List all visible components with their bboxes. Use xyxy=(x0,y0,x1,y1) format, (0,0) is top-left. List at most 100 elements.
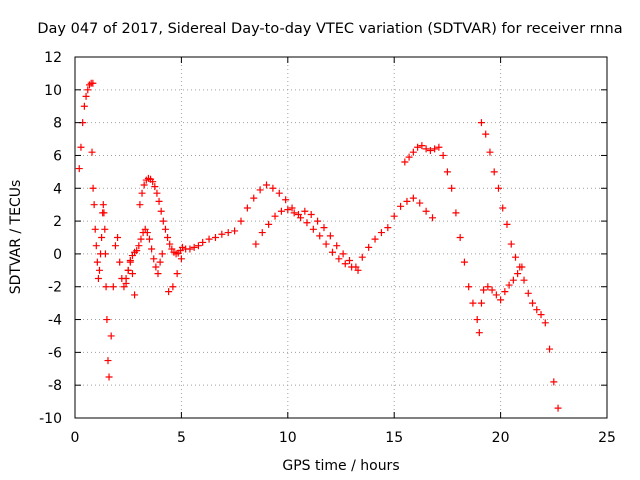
data-point xyxy=(218,230,226,238)
data-point xyxy=(271,212,279,220)
data-point xyxy=(371,235,379,243)
data-point xyxy=(211,234,219,241)
data-series xyxy=(75,79,139,381)
data-point xyxy=(435,143,443,151)
data-point xyxy=(414,143,422,151)
chart-title: Day 047 of 2017, Sidereal Day-to-day VTE… xyxy=(37,21,622,37)
data-point xyxy=(439,151,447,159)
x-tick-label: 0 xyxy=(71,430,80,446)
data-point xyxy=(401,158,409,166)
y-tick-label: 4 xyxy=(53,181,62,197)
data-series xyxy=(136,174,186,258)
data-point xyxy=(150,255,158,263)
y-tick-label: -4 xyxy=(48,313,62,329)
data-point xyxy=(405,153,413,161)
data-points xyxy=(75,79,562,412)
data-point xyxy=(358,253,366,261)
data-point xyxy=(477,299,485,307)
data-point xyxy=(365,243,373,251)
data-point xyxy=(143,229,151,237)
data-point xyxy=(231,227,239,235)
y-tick-labels: -10 -8 -6 -4 -2 0 2 4 6 8 10 12 xyxy=(39,50,62,427)
tick-marks xyxy=(74,56,608,419)
data-point xyxy=(199,238,207,246)
y-tick-label: 10 xyxy=(44,83,62,99)
x-tick-label: 20 xyxy=(492,430,510,446)
data-point xyxy=(194,242,202,250)
data-point xyxy=(488,286,496,294)
data-series xyxy=(122,225,166,287)
data-point xyxy=(418,142,426,150)
data-series xyxy=(252,206,362,274)
data-point xyxy=(346,256,354,264)
data-point xyxy=(516,263,524,271)
data-point xyxy=(348,263,356,271)
data-series xyxy=(401,142,526,337)
data-point xyxy=(403,197,411,205)
data-point xyxy=(138,189,146,197)
data-point xyxy=(456,234,464,241)
y-tick-label: 12 xyxy=(44,50,62,66)
grid-lines xyxy=(75,57,607,418)
data-point xyxy=(154,270,162,278)
data-point xyxy=(333,242,341,250)
data-point xyxy=(482,130,490,138)
y-tick-label: -8 xyxy=(48,378,62,394)
data-point xyxy=(550,378,558,386)
data-point xyxy=(80,102,88,110)
data-point xyxy=(473,316,481,324)
data-point xyxy=(98,234,106,241)
x-tick-labels: 0 5 10 15 20 25 xyxy=(71,430,616,446)
data-point xyxy=(173,270,181,278)
data-point xyxy=(452,209,460,217)
data-point xyxy=(169,283,177,291)
data-point xyxy=(426,147,434,155)
data-point xyxy=(494,184,502,192)
data-point xyxy=(546,345,554,353)
data-point xyxy=(93,258,101,266)
data-point xyxy=(136,201,144,209)
data-point xyxy=(243,204,251,212)
data-point xyxy=(158,250,166,258)
y-axis-label: SDTVAR / TECUs xyxy=(8,180,24,295)
data-point xyxy=(341,260,349,268)
data-point xyxy=(101,225,109,233)
data-point xyxy=(252,240,260,248)
data-point xyxy=(90,201,98,209)
data-point xyxy=(89,79,97,87)
data-point xyxy=(85,81,93,89)
data-point xyxy=(465,283,473,291)
data-point xyxy=(301,207,309,215)
data-point xyxy=(156,258,164,266)
data-point xyxy=(505,281,513,289)
y-tick-label: 6 xyxy=(53,148,62,164)
data-point xyxy=(541,319,549,327)
data-point xyxy=(554,404,562,412)
data-point xyxy=(448,184,456,192)
data-point xyxy=(309,225,317,233)
data-point xyxy=(124,266,132,274)
y-tick-label: -10 xyxy=(39,411,62,427)
data-series xyxy=(165,181,437,296)
data-point xyxy=(131,291,139,299)
data-point xyxy=(140,181,148,189)
data-point xyxy=(282,196,290,204)
data-point xyxy=(409,148,417,156)
data-point xyxy=(533,306,541,314)
data-point xyxy=(126,256,134,264)
data-point xyxy=(137,235,145,243)
data-point xyxy=(335,255,343,263)
data-point xyxy=(275,189,283,197)
data-point xyxy=(153,189,161,197)
data-point xyxy=(111,242,119,250)
data-point xyxy=(186,245,194,253)
data-point xyxy=(75,165,83,173)
data-point xyxy=(390,212,398,220)
data-point xyxy=(103,316,111,324)
data-point xyxy=(164,234,172,241)
data-point xyxy=(460,258,468,266)
x-tick-label: 25 xyxy=(598,430,616,446)
y-tick-label: -2 xyxy=(48,280,62,296)
